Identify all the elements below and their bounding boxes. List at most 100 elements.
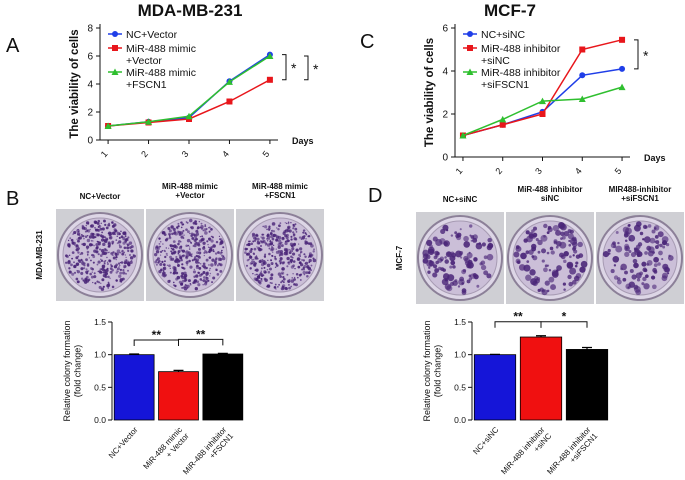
colony — [212, 250, 215, 252]
colony — [174, 284, 177, 288]
colony — [297, 265, 301, 269]
colony — [253, 247, 257, 251]
colony — [277, 228, 280, 231]
colony — [250, 242, 254, 246]
colony — [470, 273, 476, 279]
colony — [307, 242, 311, 245]
colony — [459, 276, 465, 282]
colony — [662, 245, 666, 249]
colony — [102, 219, 106, 223]
colony — [107, 283, 111, 287]
colony — [256, 257, 259, 260]
colony — [257, 280, 262, 284]
colony — [253, 239, 257, 242]
colony — [83, 280, 88, 284]
colony — [196, 238, 198, 240]
colony — [563, 230, 569, 237]
colony — [552, 224, 560, 232]
colony — [556, 240, 562, 247]
colony — [260, 274, 264, 277]
colony — [657, 231, 664, 238]
colony — [92, 240, 94, 242]
colony — [281, 280, 284, 283]
colony — [546, 231, 550, 235]
colony — [573, 275, 580, 282]
colony — [305, 237, 307, 240]
colony — [282, 275, 285, 279]
colony — [263, 266, 266, 269]
colony — [185, 250, 189, 254]
marker — [266, 52, 274, 59]
colony — [195, 265, 200, 269]
colony — [309, 267, 311, 270]
colony — [259, 272, 263, 275]
colony — [558, 221, 565, 229]
colony — [158, 237, 161, 240]
colony — [281, 272, 283, 275]
colony — [106, 261, 109, 263]
colony — [122, 271, 126, 275]
colony — [253, 263, 256, 266]
colony — [158, 269, 162, 274]
marker — [618, 83, 626, 91]
colony — [469, 224, 473, 228]
colony — [624, 251, 630, 258]
colony — [92, 261, 95, 264]
colony — [159, 254, 162, 256]
colony — [267, 227, 271, 230]
colony — [177, 264, 180, 267]
colony — [252, 240, 255, 243]
colony — [119, 261, 122, 264]
legend-label: MiR-488 mimic +Vector — [126, 43, 196, 67]
colony — [580, 260, 588, 268]
colony — [544, 280, 550, 286]
colony — [185, 261, 189, 265]
colony — [209, 248, 213, 252]
colony — [566, 263, 573, 270]
colony — [645, 274, 649, 278]
colony — [299, 247, 303, 251]
colony — [194, 287, 198, 291]
colony — [165, 247, 168, 249]
chart-title: MDA-MB-231 — [138, 1, 243, 20]
colony — [91, 254, 93, 256]
cell-line-label: MCF-7 — [395, 245, 404, 270]
legend-marker — [111, 68, 119, 75]
colony — [272, 244, 275, 247]
colony — [169, 258, 173, 261]
colony — [287, 221, 290, 224]
colony — [657, 262, 661, 266]
colony — [267, 270, 271, 274]
colony — [69, 237, 72, 240]
colony — [192, 270, 197, 274]
colony — [67, 239, 70, 242]
colony — [111, 265, 114, 268]
colony — [648, 246, 655, 253]
colony — [274, 283, 277, 286]
colony — [427, 270, 431, 274]
colony — [211, 281, 213, 284]
colony — [461, 269, 467, 275]
colony — [100, 248, 105, 253]
colony — [108, 259, 111, 262]
colony — [290, 255, 293, 258]
colony — [156, 246, 160, 250]
colony — [280, 241, 283, 244]
colony — [95, 250, 99, 253]
colony — [84, 278, 88, 281]
colony — [219, 238, 221, 241]
colony — [308, 270, 311, 273]
colonies — [244, 221, 317, 291]
colony — [290, 244, 294, 248]
colony — [82, 264, 84, 266]
colony — [195, 241, 198, 243]
colony — [125, 272, 127, 275]
colony — [635, 289, 642, 296]
colony — [118, 240, 122, 244]
colony — [111, 240, 115, 244]
colony — [127, 249, 130, 253]
significance-label: * — [313, 61, 319, 77]
colony — [168, 264, 171, 268]
significance-label: ** — [152, 328, 162, 342]
bar — [202, 353, 244, 421]
